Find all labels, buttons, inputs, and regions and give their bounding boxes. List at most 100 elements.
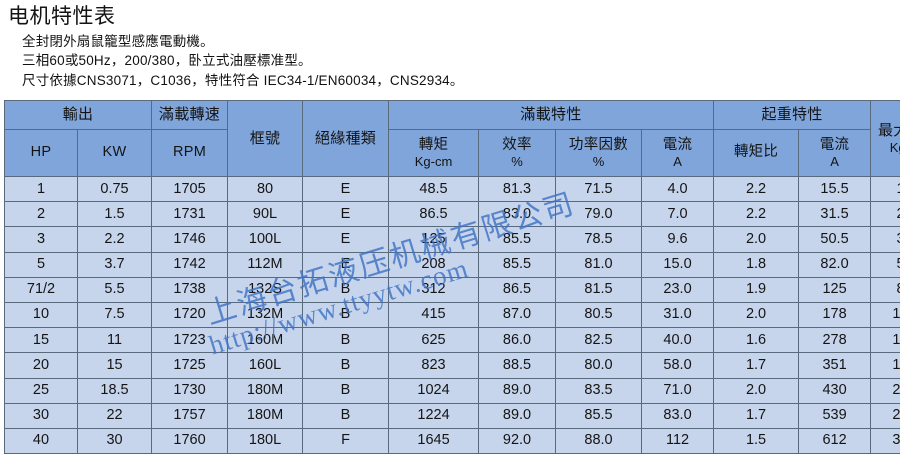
cell-hp: 10 — [4, 301, 78, 329]
page-title: 电机特性表 — [8, 5, 116, 28]
cell-kw: 15 — [76, 352, 153, 379]
header-hp: HP — [4, 129, 78, 177]
cell-hp: 20 — [4, 352, 78, 379]
cell-hp: 5 — [4, 251, 78, 278]
cell-rpm: 1705 — [151, 175, 229, 203]
cell-kw: 1.5 — [76, 201, 153, 228]
cell-frame: 160M — [227, 327, 304, 354]
cell-current: 112 — [641, 427, 715, 455]
cell-max-torque: 1562 — [870, 327, 900, 354]
cell-frame: 100L — [227, 226, 304, 253]
table-body: 10.75170580E48.581.371.54.02.215.513921.… — [4, 175, 900, 455]
cell-efficiency: 81.3 — [478, 175, 557, 203]
cell-efficiency: 87.0 — [478, 301, 557, 329]
header-frame-no: 框號 — [227, 100, 304, 177]
cell-torque-ratio: 1.9 — [713, 276, 800, 303]
header-max-torque-unit: Kg-cm — [889, 139, 900, 155]
cell-insulation: B — [302, 301, 390, 329]
cell-torque-ratio: 2.0 — [713, 226, 800, 253]
cell-start-current: 612 — [798, 427, 872, 455]
header-start-current-unit: A — [830, 153, 839, 169]
cell-start-current: 539 — [798, 402, 872, 429]
cell-torque-ratio: 1.8 — [713, 251, 800, 278]
table-header-sub-row: HP KW RPM 轉矩 Kg-cm 效率 % 功率因數 % 電流 A — [4, 129, 900, 177]
header-current-label: 電流 — [662, 136, 693, 153]
header-torque-unit: Kg-cm — [414, 153, 453, 169]
cell-hp: 3 — [4, 226, 78, 253]
cell-torque-ratio: 2.2 — [713, 201, 800, 228]
cell-hp: 30 — [4, 402, 78, 429]
cell-start-current: 278 — [798, 327, 872, 354]
cell-rpm: 1742 — [151, 251, 229, 278]
motor-spec-table: 輸出 滿載轉速 框號 絕緣種類 滿載特性 起重特性 最大轉矩 Kg-cm HP … — [3, 100, 900, 455]
cell-insulation: B — [302, 327, 390, 354]
cell-frame: 112M — [227, 251, 304, 278]
cell-power-factor: 80.5 — [555, 301, 643, 329]
cell-kw: 7.5 — [76, 301, 153, 329]
cell-efficiency: 85.5 — [478, 251, 557, 278]
header-power-factor-label: 功率因數 — [568, 136, 629, 153]
cell-efficiency: 89.0 — [478, 377, 557, 404]
cell-efficiency: 86.5 — [478, 276, 557, 303]
cell-max-torque: 1975 — [870, 352, 900, 379]
cell-start-current: 15.5 — [798, 175, 872, 203]
header-start-current: 電流 A — [798, 129, 872, 177]
cell-hp: 15 — [4, 327, 78, 354]
cell-torque-ratio: 2.2 — [713, 175, 800, 203]
header-start-current-label: 電流 — [819, 136, 850, 153]
cell-power-factor: 83.5 — [555, 377, 643, 404]
cell-hp: 1 — [4, 175, 78, 203]
cell-torque-ratio: 1.5 — [713, 427, 800, 455]
cell-power-factor: 85.5 — [555, 402, 643, 429]
cell-max-torque: 245 — [870, 201, 900, 228]
cell-current: 40.0 — [641, 327, 715, 354]
header-efficiency-label: 效率 — [502, 136, 532, 153]
cell-torque: 86.5 — [388, 201, 480, 228]
cell-max-torque: 3779 — [870, 427, 900, 455]
cell-frame: 80 — [227, 175, 304, 203]
cell-current: 31.0 — [641, 301, 715, 329]
cell-torque-ratio: 1.6 — [713, 327, 800, 354]
cell-max-torque: 1037 — [870, 301, 900, 329]
header-efficiency-unit: % — [511, 153, 523, 169]
header-max-torque: 最大轉矩 Kg-cm — [870, 100, 900, 177]
cell-efficiency: 86.0 — [478, 327, 557, 354]
cell-frame: 180M — [227, 402, 304, 429]
cell-rpm: 1731 — [151, 201, 229, 228]
cell-efficiency: 92.0 — [478, 427, 557, 455]
header-group-output: 輸出 — [3, 100, 153, 130]
cell-rpm: 1760 — [151, 427, 229, 455]
document-subline-2: 三相60或50Hz，200/380，卧立式油壓標准型。 — [22, 53, 312, 69]
document-header: 电机特性表 全封閉外扇鼠籠型感應電動機。 三相60或50Hz，200/380，卧… — [0, 0, 900, 90]
cell-kw: 2.2 — [76, 226, 153, 253]
cell-current: 83.0 — [641, 402, 715, 429]
cell-efficiency: 83.0 — [478, 201, 557, 228]
cell-kw: 3.7 — [76, 251, 153, 278]
cell-start-current: 31.5 — [798, 201, 872, 228]
cell-torque: 125 — [388, 226, 480, 253]
cell-start-current: 351 — [798, 352, 872, 379]
cell-insulation: E — [302, 251, 390, 278]
cell-kw: 5.5 — [76, 276, 153, 303]
cell-efficiency: 88.5 — [478, 352, 557, 379]
table-header-group-row: 輸出 滿載轉速 框號 絕緣種類 滿載特性 起重特性 最大轉矩 Kg-cm — [3, 100, 900, 177]
cell-insulation: F — [302, 427, 390, 455]
cell-torque: 1024 — [388, 377, 480, 404]
motor-spec-table-container: 輸出 滿載轉速 框號 絕緣種類 滿載特性 起重特性 最大轉矩 Kg-cm HP … — [3, 100, 900, 455]
cell-insulation: B — [302, 402, 390, 429]
cell-power-factor: 78.5 — [555, 226, 643, 253]
header-efficiency: 效率 % — [478, 129, 557, 177]
cell-max-torque: 810 — [870, 276, 900, 303]
cell-hp: 25 — [4, 377, 78, 404]
cell-current: 71.0 — [641, 377, 715, 404]
header-group-full-load-speed: 滿載轉速 — [151, 100, 229, 130]
cell-current: 58.0 — [641, 352, 715, 379]
cell-kw: 0.75 — [76, 175, 153, 203]
cell-torque-ratio: 1.7 — [713, 352, 800, 379]
cell-insulation: B — [302, 352, 390, 379]
header-torque-label: 轉矩 — [418, 136, 449, 153]
